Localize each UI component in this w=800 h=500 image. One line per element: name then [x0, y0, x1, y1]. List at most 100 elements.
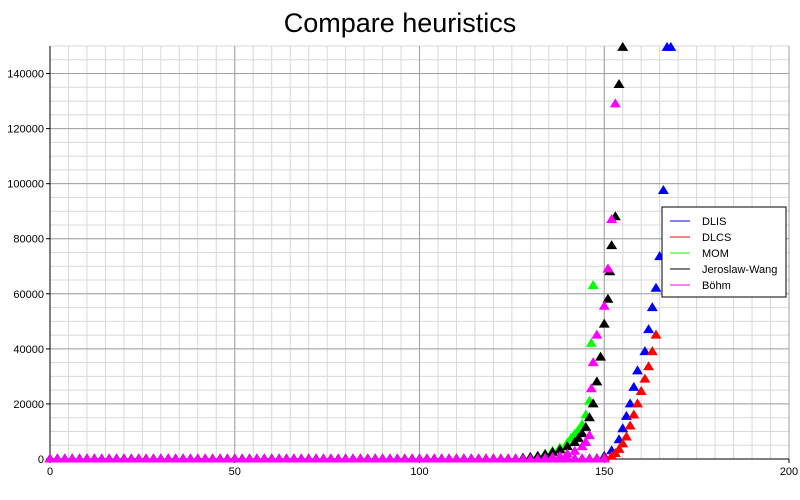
data-point [111, 453, 123, 463]
chart-title: Compare heuristics [283, 8, 517, 38]
data-point [81, 453, 93, 463]
data-point [606, 213, 618, 223]
data-point [585, 383, 597, 393]
data-point [580, 421, 592, 431]
data-point [199, 453, 211, 463]
data-point [214, 453, 226, 463]
data-point [569, 453, 581, 463]
data-point [288, 453, 300, 463]
data-point [273, 453, 285, 463]
x-tick-label: 50 [229, 466, 241, 478]
data-point [473, 453, 485, 463]
data-point [598, 318, 610, 328]
y-tick-label: 20000 [13, 399, 44, 411]
data-point [251, 453, 263, 463]
data-point [236, 453, 248, 463]
data-point [103, 453, 115, 463]
data-point [532, 453, 544, 463]
data-point [585, 337, 597, 347]
series-b-hm [44, 98, 621, 463]
data-point [624, 420, 636, 430]
data-point [229, 453, 241, 463]
legend: DLIS DLCS MOM Jeroslaw-Wang Böhm [661, 206, 787, 298]
data-point [650, 329, 662, 339]
data-point [595, 351, 607, 361]
data-point [665, 41, 677, 51]
data-point [74, 453, 86, 463]
data-point [646, 302, 658, 312]
data-point [421, 453, 433, 463]
data-point [295, 453, 307, 463]
data-point [624, 398, 636, 408]
data-point [66, 453, 78, 463]
data-point [609, 98, 621, 108]
data-point [88, 453, 100, 463]
data-point [369, 453, 381, 463]
data-point [384, 453, 396, 463]
data-point [177, 453, 189, 463]
data-point [347, 453, 359, 463]
y-tick-label: 80000 [13, 234, 44, 246]
x-tick-label: 200 [780, 466, 798, 478]
data-point [303, 453, 315, 463]
data-point [583, 430, 595, 440]
data-point [184, 453, 196, 463]
data-point [572, 432, 584, 442]
data-point [436, 453, 448, 463]
data-point [258, 453, 270, 463]
data-point [628, 381, 640, 391]
data-point [620, 431, 632, 441]
data-point [591, 329, 603, 339]
data-point [362, 453, 374, 463]
data-point [580, 436, 592, 446]
data-point [391, 453, 403, 463]
data-point [569, 445, 581, 455]
data-point [517, 453, 529, 463]
data-point [406, 453, 418, 463]
data-point [266, 453, 278, 463]
data-point [340, 453, 352, 463]
data-point [192, 453, 204, 463]
data-point [539, 452, 551, 462]
data-point [458, 453, 470, 463]
data-point [602, 263, 614, 273]
data-point [414, 453, 425, 463]
data-point [524, 453, 536, 463]
data-point [547, 446, 559, 456]
y-tick-label: 0 [38, 454, 44, 466]
data-point [576, 453, 588, 463]
data-point [44, 453, 56, 463]
y-tick-label: 60000 [13, 289, 44, 301]
data-point [639, 346, 651, 356]
data-point [495, 453, 507, 463]
data-point [632, 398, 644, 408]
x-tick-label: 0 [47, 466, 53, 478]
data-point [628, 409, 640, 419]
data-point [591, 376, 603, 386]
data-point [133, 453, 145, 463]
legend-box [661, 206, 787, 298]
data-point [428, 453, 440, 463]
data-point [561, 441, 573, 451]
data-point [450, 453, 462, 463]
data-point [643, 361, 655, 371]
data-point [554, 444, 566, 454]
data-point [583, 412, 595, 422]
data-point [606, 240, 618, 250]
data-point [617, 438, 629, 448]
data-point [317, 453, 329, 463]
data-point [487, 453, 499, 463]
data-point [118, 453, 130, 463]
data-point [280, 453, 292, 463]
data-point [480, 453, 492, 463]
legend-label: DLCS [702, 232, 731, 244]
data-point [59, 453, 71, 463]
data-point [162, 453, 174, 463]
data-point [510, 453, 522, 463]
legend-label: MOM [702, 248, 729, 260]
data-point [561, 453, 573, 463]
y-tick-label: 100000 [7, 179, 44, 191]
data-point [170, 453, 182, 463]
data-point [587, 398, 599, 408]
data-point [613, 443, 625, 453]
